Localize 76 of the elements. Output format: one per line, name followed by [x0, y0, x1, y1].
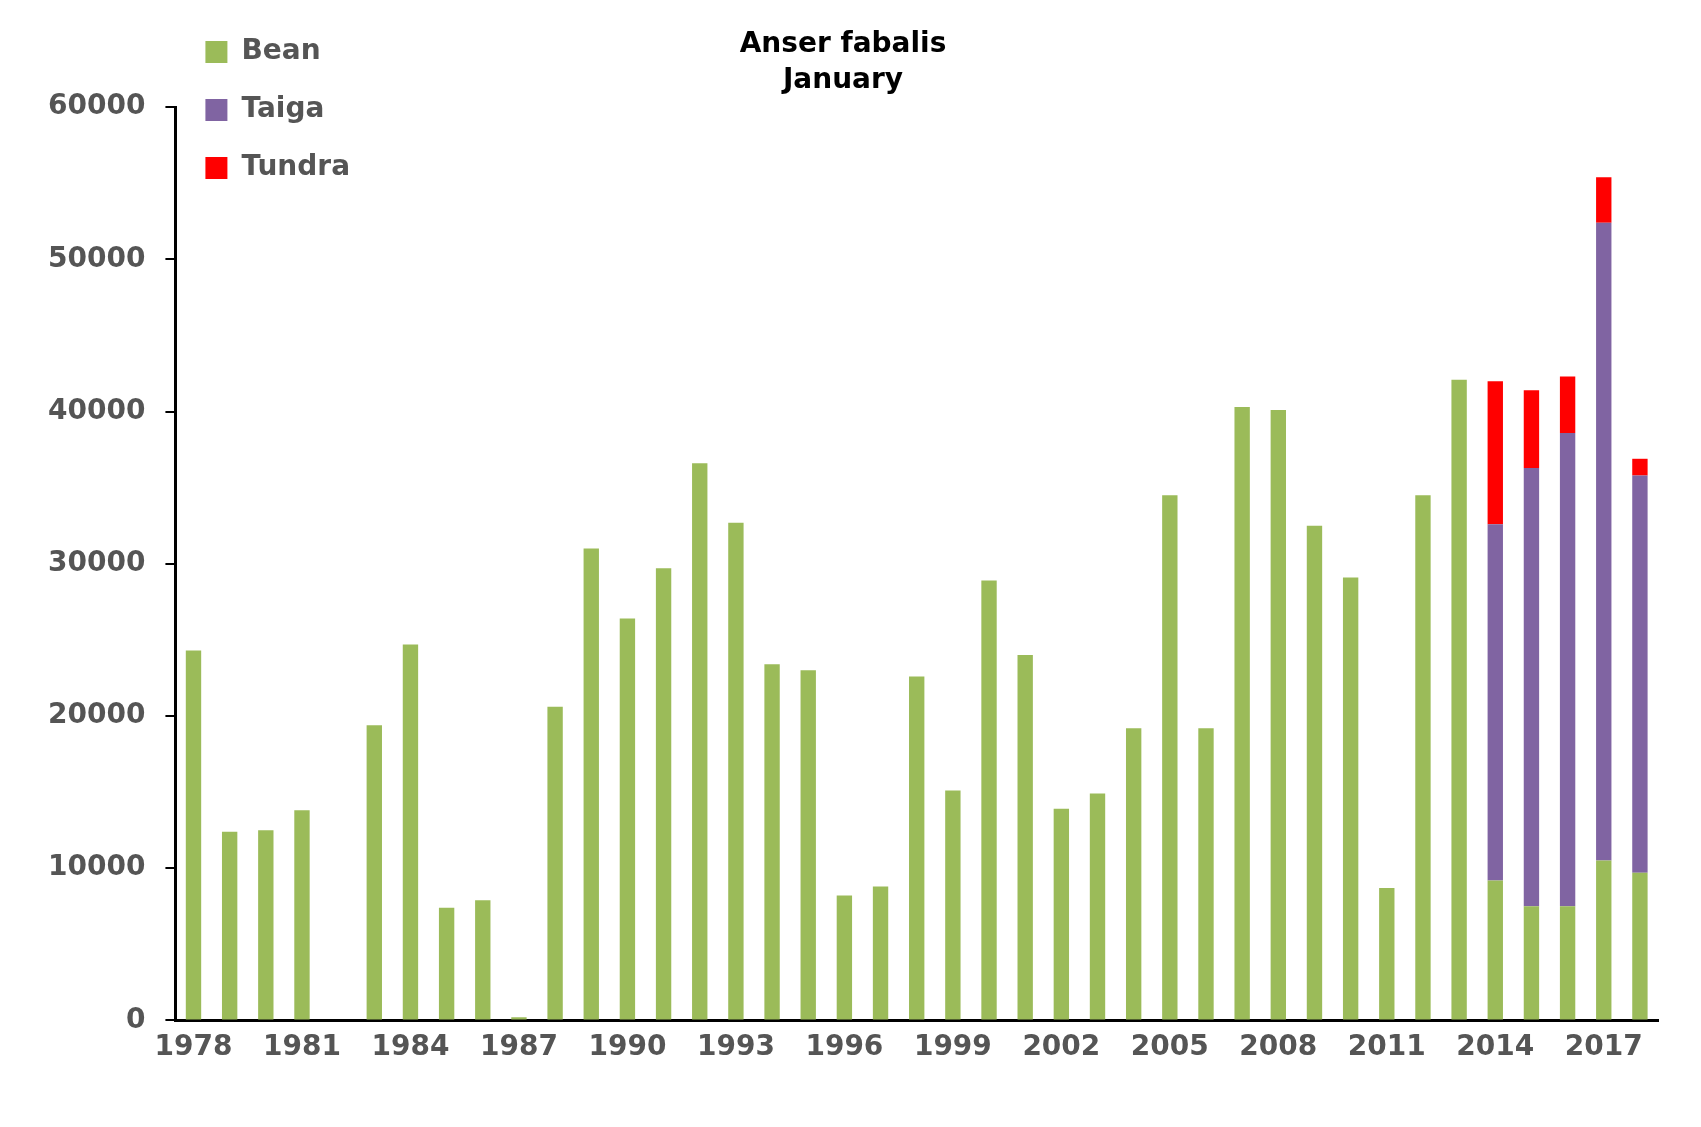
x-tick-label: 1990	[588, 1029, 667, 1063]
x-tick-label: 1999	[913, 1029, 992, 1063]
bar	[1596, 222, 1612, 861]
y-tick-label: 0	[125, 1001, 146, 1035]
bar	[475, 900, 491, 1020]
bar	[728, 522, 744, 1020]
bar	[909, 676, 925, 1020]
bar	[981, 580, 997, 1020]
bar	[945, 790, 961, 1020]
bar	[511, 1017, 527, 1020]
bar	[1053, 808, 1070, 1020]
bar	[1162, 495, 1178, 1020]
bar	[1379, 887, 1395, 1020]
bar	[1596, 177, 1612, 223]
bar	[1487, 880, 1503, 1020]
bar	[1523, 467, 1540, 907]
bar	[1523, 390, 1540, 468]
legend-label: Taiga	[241, 91, 325, 125]
bar	[258, 830, 274, 1020]
x-tick-label: 1987	[479, 1029, 558, 1063]
y-tick-label: 30000	[47, 545, 146, 579]
bar	[1125, 728, 1142, 1020]
bar	[1017, 655, 1033, 1020]
bar	[1632, 475, 1648, 873]
bar	[1487, 524, 1503, 881]
legend-label: Bean	[241, 33, 321, 67]
bar	[1559, 906, 1576, 1020]
bar	[655, 568, 672, 1020]
chart-title: Anser fabalis	[739, 26, 947, 60]
x-tick-label: 1981	[263, 1029, 341, 1063]
bar	[438, 907, 455, 1020]
x-tick-label: 1996	[805, 1029, 884, 1063]
bar	[1487, 381, 1503, 525]
x-tick-label: 2014	[1456, 1029, 1535, 1063]
bar	[836, 895, 853, 1020]
bar	[1559, 432, 1576, 907]
bar	[1523, 906, 1540, 1020]
bar	[185, 650, 202, 1020]
y-tick-label: 50000	[47, 240, 146, 274]
y-tick-label: 40000	[47, 392, 146, 426]
x-tick-label: 2011	[1347, 1029, 1426, 1063]
bar	[221, 831, 238, 1020]
bar	[1198, 728, 1214, 1020]
bar	[1306, 525, 1323, 1020]
x-tick-label: 1993	[696, 1029, 775, 1063]
y-tick-label: 10000	[47, 849, 146, 883]
bar	[1451, 379, 1467, 1020]
x-tick-label: 1984	[371, 1029, 450, 1063]
x-tick-label: 2008	[1239, 1029, 1318, 1063]
x-tick-label: 2002	[1022, 1029, 1101, 1063]
bar	[366, 725, 382, 1020]
legend-label: Tundra	[241, 149, 351, 183]
bar	[764, 664, 780, 1020]
x-tick-label: 1978	[154, 1029, 233, 1063]
bar	[800, 670, 816, 1020]
x-tick-label: 2017	[1564, 1029, 1643, 1063]
bar	[1342, 577, 1359, 1020]
bar	[1632, 458, 1648, 476]
bar	[619, 618, 636, 1020]
y-tick-label: 60000	[47, 88, 146, 122]
chart-subtitle: January	[780, 61, 904, 95]
bar	[1596, 860, 1612, 1020]
bar	[402, 644, 419, 1020]
bar	[1415, 495, 1431, 1020]
y-tick-label: 20000	[47, 697, 146, 731]
bar	[583, 548, 599, 1020]
bar	[1559, 376, 1576, 433]
bar	[294, 810, 310, 1020]
x-tick-label: 2005	[1130, 1029, 1209, 1063]
bar	[1632, 872, 1648, 1020]
bar	[1234, 407, 1250, 1020]
bar	[1270, 410, 1286, 1020]
bar	[872, 886, 889, 1020]
bar	[1089, 793, 1106, 1020]
bar	[547, 706, 563, 1020]
bar	[692, 463, 708, 1020]
